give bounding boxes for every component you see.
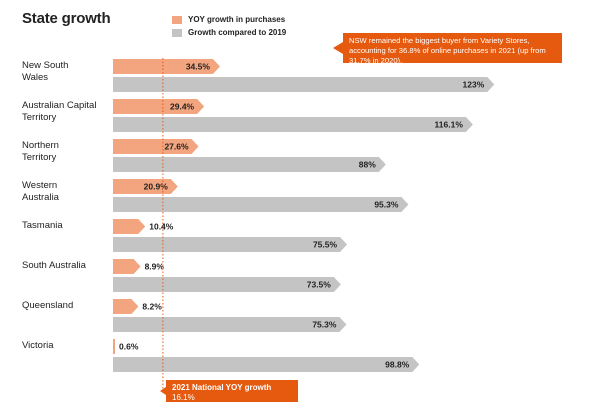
- category-label: Western Australia: [22, 180, 60, 203]
- bar-vs-2019: [113, 277, 341, 292]
- legend-item-yoy: YOY growth in purchases: [172, 13, 286, 26]
- legend-swatch-2019: [172, 28, 182, 37]
- category-label: New South Wales: [22, 60, 68, 83]
- chart-title: State growth: [22, 10, 111, 27]
- legend-swatch-yoy: [172, 15, 182, 24]
- value-label-yoy: 20.9%: [144, 182, 169, 192]
- bar-yoy: [113, 219, 146, 234]
- bar-yoy: [113, 179, 178, 194]
- national-pointer: [160, 387, 166, 395]
- value-label-vs-2019: 95.3%: [374, 200, 399, 210]
- value-label-yoy: 8.2%: [142, 302, 162, 312]
- legend: YOY growth in purchases Growth compared …: [172, 13, 286, 39]
- value-label-yoy: 29.4%: [170, 102, 195, 112]
- category-label: Tasmania: [22, 220, 63, 231]
- value-label-vs-2019: 88%: [359, 160, 376, 170]
- category-label: Australian Capital Territory: [22, 100, 96, 123]
- bar-yoy: [113, 139, 199, 154]
- value-label-vs-2019: 73.5%: [307, 280, 332, 290]
- legend-item-2019: Growth compared to 2019: [172, 26, 286, 39]
- bar-vs-2019: [113, 77, 495, 92]
- bar-vs-2019: [113, 357, 420, 372]
- value-label-yoy: 0.6%: [119, 342, 139, 352]
- category-label: Northern Territory: [22, 140, 59, 163]
- bar-vs-2019: [113, 197, 409, 212]
- bar-yoy: [113, 299, 139, 314]
- bar-vs-2019: [113, 237, 348, 252]
- bar-vs-2019: [113, 317, 347, 332]
- value-label-yoy: 27.6%: [164, 142, 189, 152]
- national-growth-callout: 2021 National YOY growth 16.1%: [166, 380, 298, 402]
- category-label: Queensland: [22, 300, 73, 311]
- category-label: South Australia: [22, 260, 87, 271]
- value-label-yoy: 8.9%: [145, 262, 165, 272]
- legend-label-2019: Growth compared to 2019: [188, 28, 287, 37]
- value-label-yoy: 10.4%: [149, 222, 174, 232]
- value-label-vs-2019: 75.5%: [313, 240, 338, 250]
- nsw-callout: NSW remained the biggest buyer from Vari…: [343, 33, 562, 65]
- bar-vs-2019: [113, 117, 473, 132]
- category-label: Victoria: [22, 340, 54, 351]
- bar-vs-2019: [113, 157, 386, 172]
- value-label-vs-2019: 75.3%: [312, 320, 337, 330]
- bar-yoy: [113, 99, 205, 114]
- legend-label-yoy: YOY growth in purchases: [188, 15, 286, 24]
- national-growth-value: 16.1%: [172, 392, 195, 402]
- bar-yoy: [113, 259, 141, 274]
- bar-yoy: [113, 339, 115, 354]
- national-growth-label: 2021 National YOY growth: [172, 383, 272, 392]
- value-label-vs-2019: 123%: [463, 80, 485, 90]
- callout-pointer: [333, 42, 343, 54]
- bar-yoy: [113, 59, 220, 74]
- value-label-yoy: 34.5%: [186, 62, 211, 72]
- value-label-vs-2019: 98.8%: [385, 360, 410, 370]
- value-label-vs-2019: 116.1%: [435, 120, 464, 130]
